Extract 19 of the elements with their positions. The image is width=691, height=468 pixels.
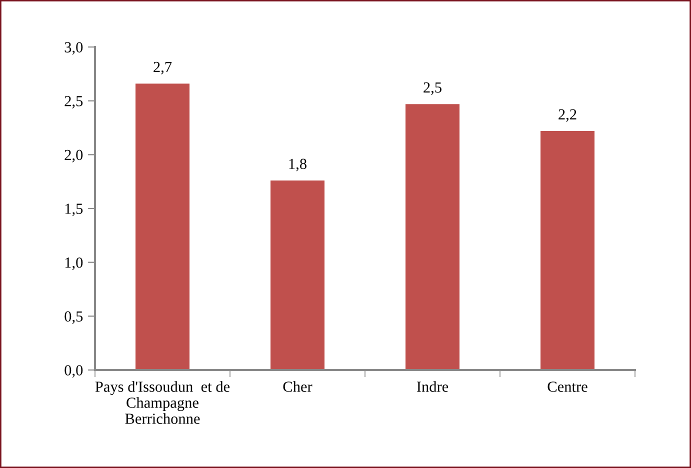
bar [270,180,324,370]
x-tick-label: Indre [416,381,448,392]
y-tick-label: 1,0 [65,257,83,270]
data-label: 1,8 [289,158,306,172]
x-tick-label: Pays d'Issoudun et de Champagne Berrichonne [95,381,230,424]
data-label: 2,7 [154,62,172,74]
y-tick-label: 1,5 [65,204,83,216]
y-tick-label: 0,5 [64,311,83,324]
y-tick-label: 2,5 [64,96,83,108]
y-tick-label: 3,0 [64,42,83,55]
x-tick-label: Centre [548,382,588,392]
y-tick-label: 0,0 [64,365,83,378]
bar [406,104,460,370]
data-label: 2,5 [424,82,442,95]
y-tick-label: 2,0 [64,150,83,162]
bar [136,84,190,370]
bar [540,130,594,370]
x-tick-label: Cher [283,381,312,392]
data-label: 2,2 [558,109,576,122]
